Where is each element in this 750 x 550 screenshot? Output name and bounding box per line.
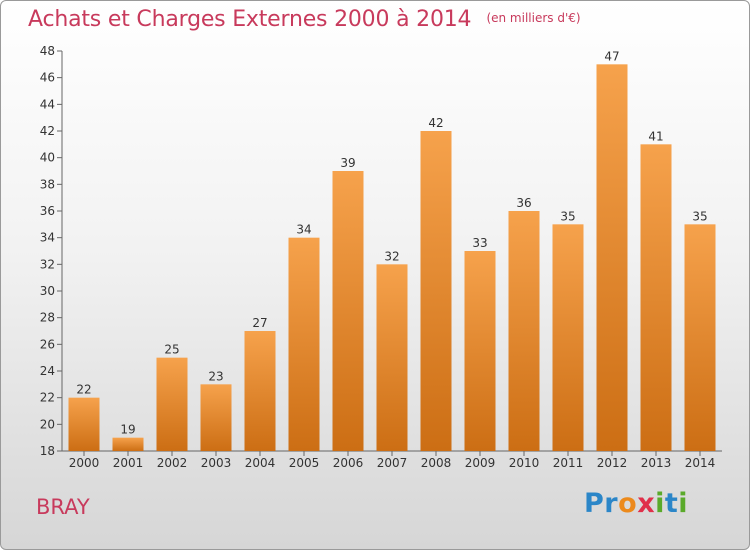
bar [596,64,628,452]
x-tick-label: 2013 [641,456,672,470]
bar [112,437,144,451]
x-tick-label: 2012 [597,456,628,470]
x-tick-label: 2003 [201,456,232,470]
y-tick-label: 22 [40,391,55,405]
bar [640,144,672,452]
x-tick-label: 2008 [421,456,452,470]
bar-value-label: 42 [428,116,443,130]
bar [244,331,276,451]
chart-title-block: Achats et Charges Externes 2000 à 2014 (… [28,7,581,32]
x-tick-label: 2006 [333,456,364,470]
y-tick-label: 30 [40,284,55,298]
x-tick-label: 2004 [245,456,276,470]
chart-unit-note: (en milliers d'€) [486,11,581,25]
bar-value-label: 41 [648,129,663,143]
bar [68,397,100,451]
bar-value-label: 23 [208,369,223,383]
y-tick-label: 20 [40,417,55,431]
x-tick-label: 2014 [685,456,716,470]
y-tick-label: 32 [40,257,55,271]
bar-value-label: 35 [560,209,575,223]
bar-value-label: 39 [340,156,355,170]
logo-letter: P [584,488,605,519]
bar-value-label: 47 [604,49,619,63]
bar-value-label: 33 [472,236,487,250]
bar-value-label: 32 [384,249,399,263]
chart-title: Achats et Charges Externes 2000 à 2014 [28,7,472,32]
bar [552,224,584,451]
logo-letter: i [655,488,665,519]
x-tick-label: 2011 [553,456,584,470]
y-tick-label: 34 [40,231,55,245]
y-tick-label: 28 [40,311,55,325]
logo-letter: r [604,488,619,519]
logo-letter: t [664,488,679,519]
x-tick-label: 2001 [113,456,144,470]
bar [200,384,232,451]
bar [684,224,716,451]
chart-axes: 18 20 22 24 26 28 30 32 34 36 38 40 42 44 46 48 2000 2001… [40,44,722,470]
bar-value-label: 36 [516,196,531,210]
bar [156,357,188,451]
y-tick-label: 38 [40,177,55,191]
bar-value-label: 19 [120,423,135,437]
y-tick-label: 40 [40,151,55,165]
y-tick-label: 24 [40,364,55,378]
bar [288,237,320,451]
x-tick-label: 2007 [377,456,408,470]
bar-value-label: 35 [692,209,707,223]
y-tick-label: 48 [40,44,55,58]
city-name: BRAY [36,495,90,519]
x-tick-label: 2010 [509,456,540,470]
y-tick-label: 44 [40,97,55,111]
logo-letter: o [618,488,638,519]
bar-value-label: 27 [252,316,267,330]
x-tick-label: 2002 [157,456,188,470]
x-tick-label: 2009 [465,456,496,470]
bar-value-label: 34 [296,223,311,237]
y-tick-label: 46 [40,71,55,85]
x-tick-label: 2005 [289,456,320,470]
y-tick-label: 18 [40,444,55,458]
bar [420,131,452,451]
logo-letter: i [678,488,689,519]
y-tick-label: 26 [40,337,55,351]
proxiti-logo: Proxiti [584,488,688,519]
chart-bars: 22 19 25 23 27 34 39 32 42 33 36 35 47 41 35 [68,49,716,452]
bar [464,251,496,451]
x-tick-label: 2000 [69,456,100,470]
bar [332,171,364,451]
bar-value-label: 25 [164,343,179,357]
bar-value-label: 22 [76,383,91,397]
y-tick-label: 42 [40,124,55,138]
bar [508,211,540,451]
y-tick-label: 36 [40,204,55,218]
bar [376,264,408,451]
logo-letter: x [637,488,656,519]
